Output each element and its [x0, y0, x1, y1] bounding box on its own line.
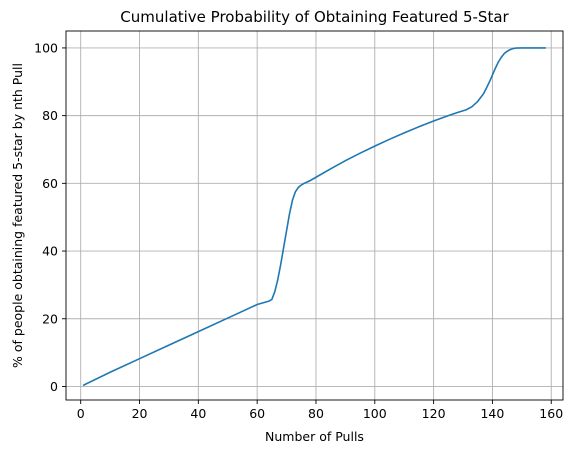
- x-tick-label: 140: [480, 406, 504, 421]
- y-tick-label: 60: [42, 176, 58, 191]
- y-tick-label: 80: [42, 108, 58, 123]
- y-axis-label: % of people obtaining featured 5-star by…: [10, 63, 25, 368]
- y-tick-label: 100: [34, 40, 58, 55]
- x-tick-label: 80: [308, 406, 324, 421]
- x-axis-label: Number of Pulls: [265, 429, 364, 444]
- y-tick-label: 0: [50, 379, 58, 394]
- x-tick-label: 100: [363, 406, 387, 421]
- x-tick-label: 40: [190, 406, 206, 421]
- series-line: [82, 47, 547, 386]
- x-tick-label: 0: [77, 406, 85, 421]
- x-tick-label: 20: [132, 406, 148, 421]
- x-tick-label: 60: [249, 406, 265, 421]
- plot-frame: [65, 30, 564, 401]
- grid-lines: [66, 31, 563, 400]
- chart-title: Cumulative Probability of Obtaining Feat…: [120, 8, 509, 26]
- y-tick-label: 40: [42, 244, 58, 259]
- x-tick-label: 160: [539, 406, 563, 421]
- x-tick-label: 120: [422, 406, 446, 421]
- y-tick-label: 20: [42, 311, 58, 326]
